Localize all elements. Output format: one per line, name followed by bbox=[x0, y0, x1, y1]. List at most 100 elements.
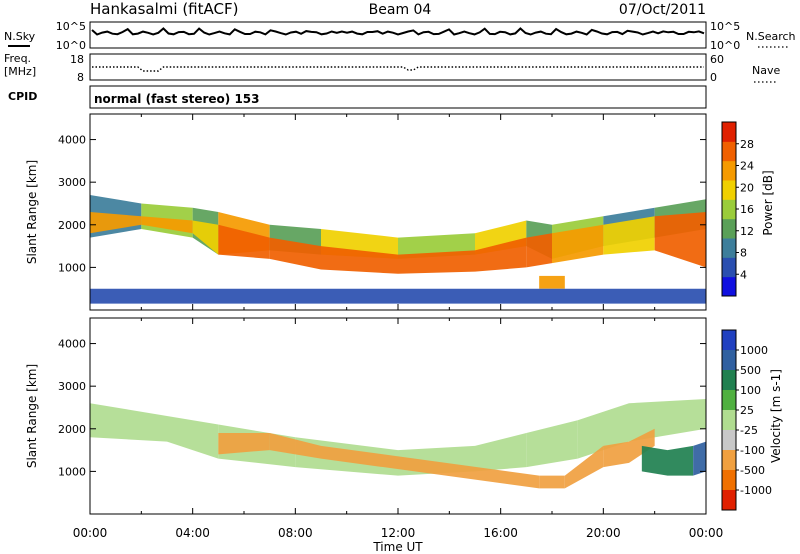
site-title: Hankasalmi (fitACF) bbox=[90, 0, 238, 18]
power-colorbar-swatch bbox=[722, 141, 736, 162]
power-core-segment bbox=[475, 237, 527, 272]
power-ground-scatter-segment bbox=[90, 288, 706, 304]
velocity-colorbar-swatch bbox=[722, 490, 736, 511]
power-colorbar-swatch bbox=[722, 257, 736, 278]
velocity-colorbar-label: Velocity [m s-1] bbox=[769, 369, 783, 463]
power-colorbar-tick-label: 20 bbox=[740, 181, 754, 194]
power-colorbar-tick-label: 4 bbox=[740, 268, 747, 281]
power-y-axis-label: Slant Range [km] bbox=[25, 160, 39, 264]
velocity-negative-patches-segment bbox=[321, 445, 540, 489]
n-sky-label: N.Sky bbox=[4, 30, 36, 43]
velocity-colorbar-tick-label: 100 bbox=[740, 384, 761, 397]
velocity-negative-patches-segment bbox=[564, 445, 604, 489]
power-core-segment bbox=[192, 220, 219, 255]
freq-line bbox=[92, 66, 704, 72]
x-tick-label: 04:00 bbox=[175, 526, 210, 540]
power-colorbar-tick-label: 24 bbox=[740, 160, 754, 173]
power-colorbar-swatch bbox=[722, 199, 736, 220]
x-tick-label: 00:00 bbox=[689, 526, 724, 540]
power-colorbar-tick-label: 16 bbox=[740, 203, 754, 216]
velocity-positive-patches-segment bbox=[641, 445, 668, 476]
velocity-colorbar-swatch bbox=[722, 370, 736, 391]
y-tick-label: 2000 bbox=[58, 219, 86, 232]
power-core-segment bbox=[603, 216, 655, 255]
time-axis: 00:00 04:00 08:00 12:00 16:00 20:00 00:00 bbox=[73, 526, 724, 540]
power-colorbar-swatch bbox=[722, 238, 736, 258]
power-colorbar-swatch bbox=[722, 276, 736, 297]
freq-label-2: [MHz] bbox=[4, 65, 36, 78]
velocity-ground-band-segment bbox=[90, 403, 167, 442]
velocity-colorbar: 1000 500 100 25 -25 -100 -500 -1000 bbox=[721, 329, 772, 511]
cpid-strip-frame bbox=[89, 85, 707, 109]
velocity-positive-patches-segment bbox=[667, 445, 694, 476]
power-core-segment bbox=[141, 216, 193, 234]
velocity-negative-patches-segment bbox=[218, 433, 270, 455]
power-secondary-segment bbox=[539, 275, 552, 289]
power-colorbar-tick-label: 12 bbox=[740, 225, 754, 238]
power-secondary-segment bbox=[552, 275, 565, 289]
power-core-segment bbox=[218, 224, 270, 259]
power-colorbar-tick-label: 8 bbox=[740, 247, 747, 260]
velocity-layers bbox=[90, 398, 706, 489]
cpid-label: CPID bbox=[8, 90, 37, 103]
velocity-ground-band-segment bbox=[167, 416, 219, 459]
velocity-ground-band-segment bbox=[526, 420, 578, 468]
velocity-negative-patches-segment bbox=[269, 433, 321, 459]
count-tick-bottom-right: 10^0 bbox=[710, 39, 740, 52]
velocity-y-axis-label: Slant Range [km] bbox=[25, 364, 39, 468]
power-colorbar-swatch bbox=[722, 160, 736, 181]
velocity-axes: 1000 2000 3000 4000 bbox=[58, 318, 707, 514]
velocity-ground-band-segment bbox=[629, 398, 706, 442]
nave-tick-top: 60 bbox=[710, 53, 724, 66]
velocity-colorbar-swatch bbox=[722, 410, 736, 431]
power-layers bbox=[90, 194, 706, 304]
power-core-segment bbox=[654, 212, 706, 268]
x-tick-label: 00:00 bbox=[73, 526, 108, 540]
power-core-segment bbox=[552, 224, 604, 264]
velocity-negative-patches-segment bbox=[603, 441, 629, 468]
x-axis-label: Time UT bbox=[372, 540, 423, 554]
power-panel: 1000 2000 3000 4000 Slant Range [km] bbox=[25, 113, 707, 311]
x-tick-label: 08:00 bbox=[278, 526, 313, 540]
velocity-colorbar-tick-label: 1000 bbox=[740, 344, 768, 357]
nave-tick-bottom: 0 bbox=[710, 71, 717, 84]
power-colorbar-tick-label: 28 bbox=[740, 138, 754, 151]
x-tick-label: 20:00 bbox=[586, 526, 621, 540]
y-tick-label: 1000 bbox=[58, 465, 86, 478]
freq-label-1: Freq. bbox=[4, 52, 31, 65]
velocity-negative-patches-segment bbox=[539, 475, 565, 489]
y-tick-label: 2000 bbox=[58, 423, 86, 436]
freq-tick-bottom: 8 bbox=[77, 71, 84, 84]
cpid-value: normal (fast stereo) 153 bbox=[94, 92, 260, 106]
freq-tick-top: 18 bbox=[70, 53, 84, 66]
power-core-segment bbox=[90, 212, 142, 234]
velocity-colorbar-swatch bbox=[722, 330, 736, 351]
velocity-colorbar-swatch bbox=[722, 350, 736, 371]
count-tick-bottom-left: 10^0 bbox=[56, 39, 86, 52]
count-tick-top-right: 10^5 bbox=[710, 20, 740, 33]
power-colorbar-swatch bbox=[722, 122, 736, 142]
nave-label: Nave bbox=[752, 64, 780, 77]
n-search-label: N.Search bbox=[746, 30, 796, 43]
power-colorbar-label: Power [dB] bbox=[761, 170, 775, 235]
counts-line bbox=[91, 27, 705, 36]
count-tick-top-left: 10^5 bbox=[56, 20, 86, 33]
power-axes: 1000 2000 3000 4000 bbox=[58, 114, 707, 310]
power-colorbar-swatch bbox=[722, 180, 736, 200]
y-tick-label: 4000 bbox=[58, 338, 86, 351]
power-core-segment bbox=[269, 237, 321, 270]
y-tick-label: 1000 bbox=[58, 261, 86, 274]
velocity-ground-band-segment bbox=[475, 433, 527, 472]
velocity-panel: 1000 2000 3000 4000 Slant Range [km] bbox=[25, 317, 707, 515]
velocity-colorbar-swatch bbox=[722, 450, 736, 471]
velocity-colorbar-tick-label: -100 bbox=[740, 444, 765, 457]
y-tick-label: 3000 bbox=[58, 380, 86, 393]
velocity-colorbar-tick-label: 500 bbox=[740, 364, 761, 377]
velocity-colorbar-swatch bbox=[722, 430, 736, 451]
power-colorbar-swatch bbox=[722, 218, 736, 239]
y-tick-label: 3000 bbox=[58, 176, 86, 189]
x-tick-label: 16:00 bbox=[483, 526, 518, 540]
power-core-segment bbox=[398, 250, 475, 274]
velocity-colorbar-tick-label: 25 bbox=[740, 404, 754, 417]
